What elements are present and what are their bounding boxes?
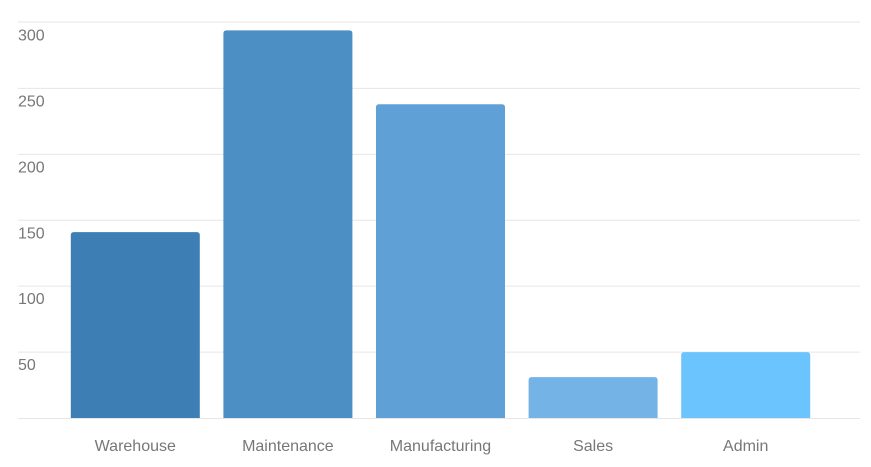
- bar-manufacturing: [376, 104, 505, 418]
- bar-admin: [681, 352, 811, 418]
- y-tick-label: 200: [18, 159, 45, 176]
- bars: [70, 30, 811, 418]
- y-tick-label: 150: [18, 225, 45, 242]
- y-tick-label: 250: [18, 93, 45, 110]
- bar-maintenance: [223, 30, 353, 418]
- bar-sales: [528, 377, 658, 418]
- x-tick-label: Warehouse: [95, 438, 176, 455]
- x-tick-label: Manufacturing: [390, 438, 491, 455]
- y-tick-label: 50: [18, 357, 36, 374]
- y-tick-label: 100: [18, 291, 45, 308]
- x-axis-labels: Warehouse Maintenance Manufacturing Sales Ad…: [95, 438, 769, 455]
- bar-warehouse: [70, 232, 200, 418]
- x-tick-label: Maintenance: [242, 438, 334, 455]
- y-tick-label: 300: [18, 28, 45, 45]
- x-tick-label: Sales: [573, 438, 613, 455]
- x-tick-label: Admin: [723, 438, 768, 455]
- y-axis-ticks: 50 100 150 200 250 300: [18, 28, 45, 375]
